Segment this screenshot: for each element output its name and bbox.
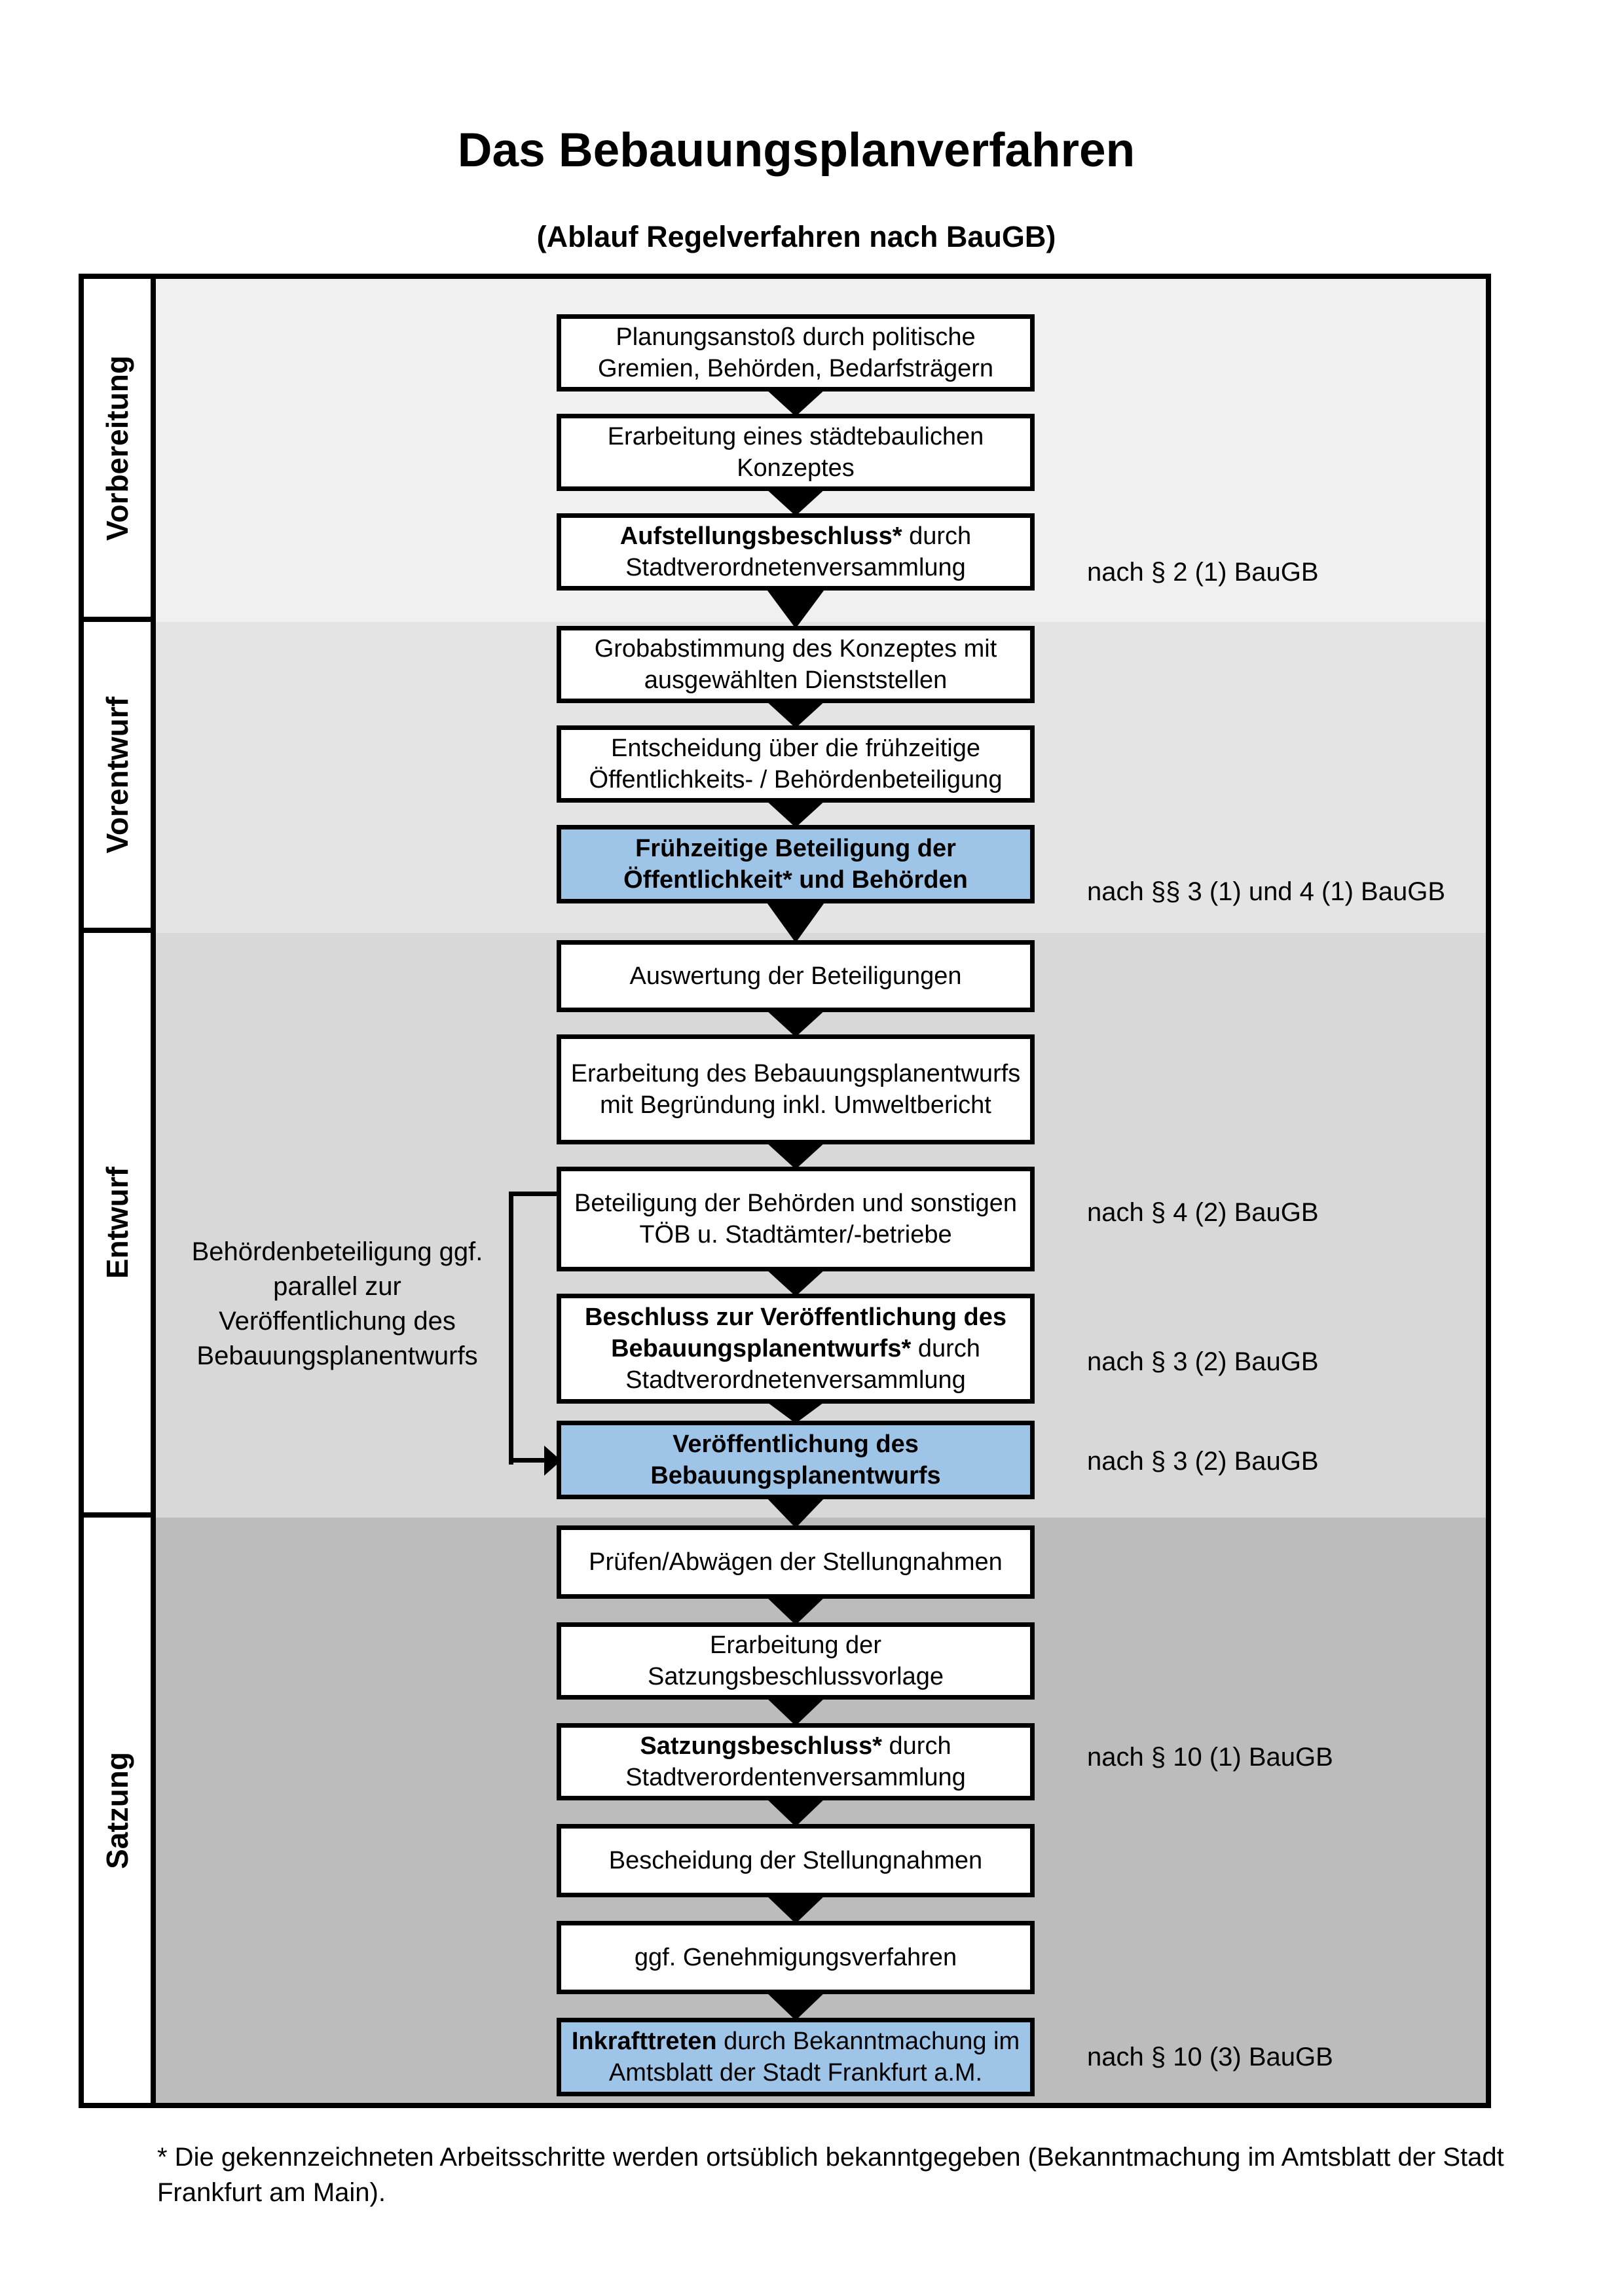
legal-ref: nach § 3 (2) BauGB	[1087, 1347, 1319, 1376]
page-title: Das Bebauungsplanverfahren	[457, 124, 1135, 177]
flow-step-planungsanstoss: Planungsanstoß durch politische Gremien,…	[557, 314, 1035, 392]
legal-ref: nach §§ 3 (1) und 4 (1) BauGB	[1087, 877, 1445, 906]
legal-ref: nach § 3 (2) BauGB	[1087, 1447, 1319, 1476]
phase-label-column: Vorbereitung Vorentwurf Entwurf Satzung	[84, 279, 156, 2103]
legal-ref: nach § 2 (1) BauGB	[1087, 558, 1319, 587]
phase-cell-vorbereitung: Vorbereitung	[84, 279, 151, 622]
flow-step-fruehzeitige-beteiligung: Frühzeitige Beteiligung der Öffentlichke…	[557, 825, 1035, 903]
footnote-line-2: Frankfurt am Main).	[157, 2178, 386, 2207]
flow-step-konzept: Erarbeitung eines städtebaulichen Konzep…	[557, 414, 1035, 491]
footnote-line-1: * Die gekennzeichneten Arbeitsschritte w…	[157, 2143, 1504, 2172]
flow-step-beschluss-veroeffentlichung: Beschluss zur Veröffentlichung des Bebau…	[557, 1294, 1035, 1404]
flow-step-satzungsbeschlussvorlage: Erarbeitung der Satzungsbeschlussvorlage	[557, 1622, 1035, 1700]
legal-ref: nach § 10 (1) BauGB	[1087, 1743, 1333, 1772]
flow-step-behoerdenbeteiligung: Beteiligung der Behörden und sonstigen T…	[557, 1167, 1035, 1271]
phase-cell-satzung: Satzung	[84, 1518, 151, 2103]
flow-step-bescheidung: Bescheidung der Stellungnahmen	[557, 1824, 1035, 1897]
phase-label: Vorbereitung	[100, 355, 134, 541]
flow-step-veroeffentlichung: Veröffentlichung des Bebauungsplanentwur…	[557, 1421, 1035, 1499]
band-satzung	[156, 1518, 1486, 2103]
footnote: * Die gekennzeichneten Arbeitsschritte w…	[157, 2140, 1506, 2210]
flow-step-grobabstimmung: Grobabstimmung des Konzeptes mit ausgewä…	[557, 626, 1035, 703]
connector-line-horizontal-bottom	[509, 1458, 547, 1463]
flow-step-inkrafttreten: Inkrafttreten durch Bekanntmachung im Am…	[557, 2018, 1035, 2096]
phase-label: Vorentwurf	[100, 696, 134, 854]
phase-cell-vorentwurf: Vorentwurf	[84, 622, 151, 933]
connector-line-horizontal-top	[509, 1192, 557, 1196]
flow-step-entscheidung-beteiligung: Entscheidung über die frühzeitige Öffent…	[557, 725, 1035, 803]
flow-step-genehmigungsverfahren: ggf. Genehmigungsverfahren	[557, 1921, 1035, 1994]
page-subtitle: (Ablauf Regelverfahren nach BauGB)	[536, 220, 1056, 253]
legal-ref: nach § 4 (2) BauGB	[1087, 1198, 1319, 1227]
phase-cell-entwurf: Entwurf	[84, 933, 151, 1518]
flow-step-pruefen-abwaegen: Prüfen/Abwägen der Stellungnahmen	[557, 1525, 1035, 1599]
side-note: Behördenbeteiligung ggf. parallel zur Ve…	[191, 1237, 483, 1370]
phase-label: Entwurf	[100, 1166, 134, 1279]
flow-step-erarbeitung-entwurf: Erarbeitung des Bebauungsplanentwurfs mi…	[557, 1034, 1035, 1144]
flow-step-auswertung: Auswertung der Beteiligungen	[557, 940, 1035, 1012]
phase-label: Satzung	[100, 1751, 134, 1869]
legal-ref: nach § 10 (3) BauGB	[1087, 2043, 1333, 2071]
connector-line-vertical	[509, 1192, 513, 1465]
flow-step-aufstellungsbeschluss: Aufstellungsbeschluss* durch Stadtverord…	[557, 513, 1035, 591]
flow-step-satzungsbeschluss: Satzungsbeschluss* durch Stadtverordente…	[557, 1723, 1035, 1800]
